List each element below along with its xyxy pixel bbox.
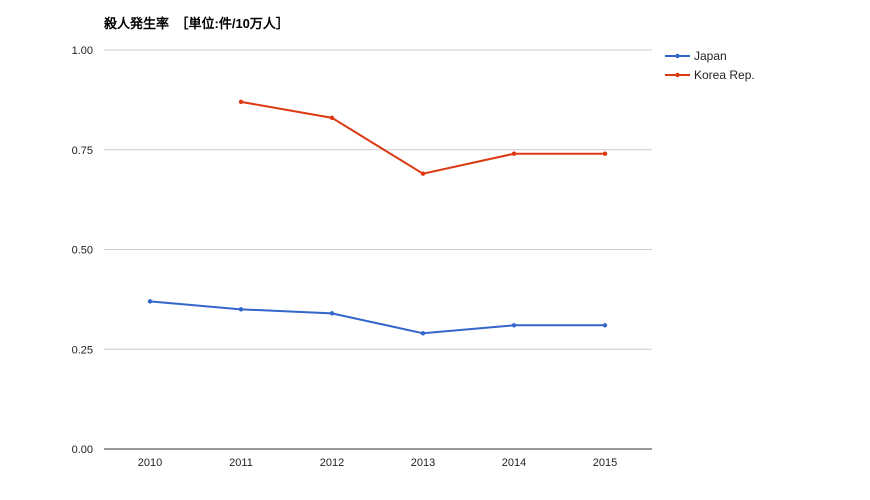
data-point	[511, 323, 517, 328]
data-point	[147, 299, 153, 304]
data-point	[238, 307, 244, 312]
legend-label: Japan	[694, 49, 727, 63]
data-point	[420, 171, 426, 176]
y-tick-label: 0.25	[72, 344, 93, 356]
y-tick-label: 1.00	[72, 45, 93, 57]
legend-marker	[675, 53, 680, 59]
x-tick-label: 2012	[320, 457, 344, 469]
series-line	[240, 100, 605, 175]
series-line	[149, 300, 605, 335]
y-tick-label: 0.50	[72, 245, 93, 257]
data-point	[420, 331, 426, 336]
legend-label: Korea Rep.	[694, 68, 755, 82]
chart-title: 殺人発生率 ［単位:件/10万人］	[103, 16, 289, 31]
y-tick-label: 0.00	[72, 444, 93, 456]
y-tick-label: 0.75	[72, 145, 93, 157]
x-tick-label: 2015	[593, 457, 617, 469]
legend-marker	[675, 72, 680, 78]
data-point	[602, 151, 608, 156]
data-point	[329, 311, 335, 316]
data-point	[602, 323, 608, 328]
data-point	[329, 115, 335, 121]
data-point	[511, 151, 517, 156]
x-tick-label: 2010	[138, 457, 162, 469]
data-point	[238, 99, 244, 105]
x-tick-label: 2011	[229, 457, 253, 469]
x-tick-label: 2014	[502, 457, 526, 469]
x-tick-label: 2013	[411, 457, 435, 469]
